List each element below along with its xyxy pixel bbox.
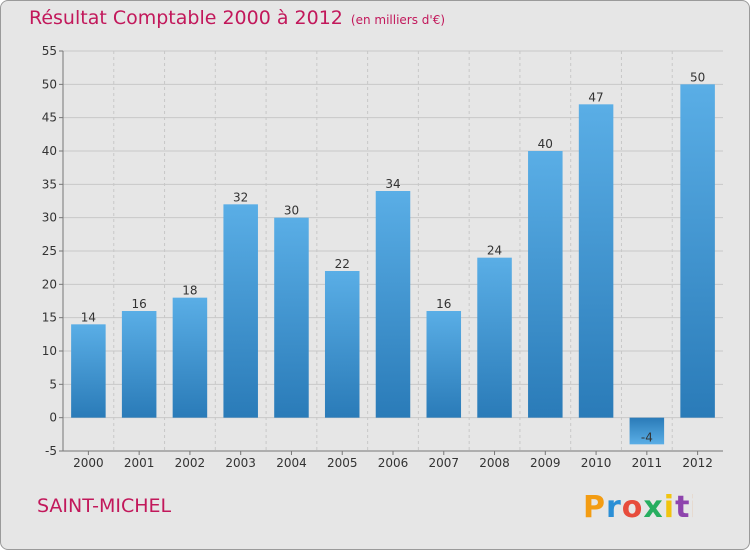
data-label-2012: 50 (690, 70, 705, 84)
logo-graphic: Proxiti (583, 490, 693, 525)
bar-layer: 14 16 18 32 30 22 34 16 24 40 47 -4 50 (71, 70, 715, 444)
bar-2010 (578, 104, 614, 418)
data-label-2010: 47 (588, 90, 603, 104)
logo-letter: o (622, 490, 644, 525)
data-label-2007: 16 (436, 297, 451, 311)
y-tick-label: 20 (42, 277, 57, 291)
x-tick-label: 2007 (428, 456, 459, 470)
bar-2002 (172, 297, 208, 418)
logo-letter: r (606, 490, 622, 525)
y-tick-label: 15 (42, 311, 57, 325)
x-tick-label: 2003 (225, 456, 256, 470)
y-tick-label: 55 (42, 44, 57, 58)
y-tick-label: 25 (42, 244, 57, 258)
x-tick-label: 2008 (479, 456, 510, 470)
data-label-2003: 32 (233, 190, 248, 204)
chart-title-text: Résultat Comptable 2000 à 2012 (29, 7, 343, 29)
y-tick-label: 30 (42, 211, 57, 225)
x-tick-label: 2001 (124, 456, 155, 470)
bar-2004 (274, 217, 309, 418)
y-tick-label: 10 (42, 344, 57, 358)
data-label-2006: 34 (385, 177, 400, 191)
x-tick-label: 2006 (378, 456, 409, 470)
y-tick-label: -5 (45, 444, 57, 458)
x-tick-label: 2009 (530, 456, 561, 470)
data-label-2004: 30 (284, 204, 299, 218)
x-tick-label: 2010 (581, 456, 612, 470)
data-label-2009: 40 (538, 137, 553, 151)
logo-letter: i (690, 490, 693, 525)
bar-2009 (528, 151, 563, 418)
bar-2003 (223, 204, 258, 418)
y-tick-label: 5 (49, 377, 57, 391)
x-tick-label: 2004 (276, 456, 307, 470)
bar-2000 (71, 324, 106, 418)
y-tick-label: 35 (42, 177, 57, 191)
data-label-2000: 14 (81, 310, 96, 324)
data-label-2002: 18 (182, 284, 197, 298)
chart-unit-label: (en milliers d'€) (350, 13, 446, 27)
y-tick-label: 40 (42, 144, 57, 158)
y-tick-label: 45 (42, 111, 57, 125)
bar-2005 (324, 271, 360, 418)
x-tick-label: 2005 (327, 456, 358, 470)
logo-text: Proxiti (583, 490, 693, 525)
x-tick-label: 2000 (73, 456, 104, 470)
x-tick-label: 2012 (682, 456, 713, 470)
chart-title: Résultat Comptable 2000 à 2012 (en millie… (29, 7, 445, 29)
bar-chart: 14 16 18 32 30 22 34 16 24 40 47 -4 50 -5 0 5 10 15 20 25 3… (42, 44, 723, 470)
data-label-2001: 16 (132, 297, 147, 311)
y-tick-label: 50 (42, 77, 57, 91)
y-tick-label: 0 (49, 411, 57, 425)
bar-2008 (477, 257, 512, 418)
bar-2011 (629, 417, 665, 445)
x-tick-label: 2002 (175, 456, 206, 470)
commune-name: SAINT-MICHEL (37, 495, 172, 517)
logo-letter: i (664, 490, 675, 525)
x-tick-label: 2011 (632, 456, 663, 470)
data-label-2011: -4 (641, 430, 653, 444)
logo-letter: P (583, 490, 606, 525)
bar-2012 (680, 84, 715, 418)
data-label-2008: 24 (487, 244, 502, 258)
logo-letter: x (643, 490, 663, 525)
data-label-2005: 22 (335, 257, 350, 271)
logo-letter: t (675, 490, 690, 525)
proxiti-logo[interactable]: Proxiti (583, 487, 693, 527)
axis-layer: -5 0 5 10 15 20 25 30 35 40 45 50 55 2000 2001 2002 2003… (42, 44, 723, 470)
bar-2007 (426, 311, 462, 418)
bar-2001 (121, 311, 157, 418)
bar-2006 (375, 191, 411, 418)
